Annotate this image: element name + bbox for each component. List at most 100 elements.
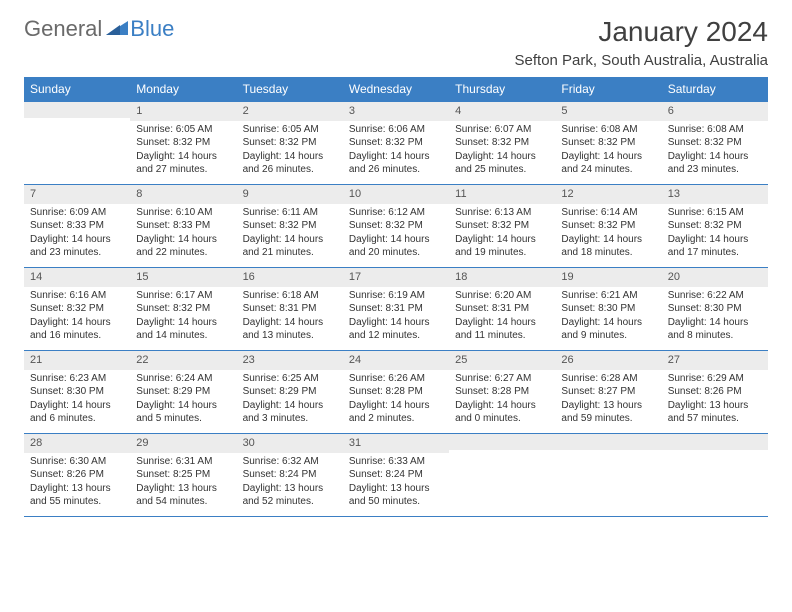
day-cell: 30Sunrise: 6:32 AMSunset: 8:24 PMDayligh…: [237, 434, 343, 516]
day-line: Sunset: 8:32 PM: [561, 136, 655, 150]
day-line: Sunset: 8:27 PM: [561, 385, 655, 399]
day-line: Sunset: 8:33 PM: [30, 219, 124, 233]
day-cell: 19Sunrise: 6:21 AMSunset: 8:30 PMDayligh…: [555, 268, 661, 350]
day-number: 30: [237, 434, 343, 453]
day-cell: [662, 434, 768, 516]
day-number: 1: [130, 102, 236, 121]
day-cell: 5Sunrise: 6:08 AMSunset: 8:32 PMDaylight…: [555, 102, 661, 184]
day-line: Daylight: 14 hours and 16 minutes.: [30, 316, 124, 343]
day-line: Daylight: 14 hours and 22 minutes.: [136, 233, 230, 260]
day-number: 17: [343, 268, 449, 287]
day-body: Sunrise: 6:13 AMSunset: 8:32 PMDaylight:…: [449, 204, 555, 266]
day-line: Sunrise: 6:27 AM: [455, 372, 549, 386]
day-body: [555, 450, 661, 458]
day-body: Sunrise: 6:08 AMSunset: 8:32 PMDaylight:…: [555, 121, 661, 183]
day-line: Sunset: 8:32 PM: [349, 136, 443, 150]
day-line: Sunset: 8:24 PM: [349, 468, 443, 482]
day-line: Sunrise: 6:10 AM: [136, 206, 230, 220]
day-line: Daylight: 14 hours and 26 minutes.: [243, 150, 337, 177]
day-line: Sunrise: 6:12 AM: [349, 206, 443, 220]
day-line: Daylight: 14 hours and 5 minutes.: [136, 399, 230, 426]
day-line: Daylight: 14 hours and 23 minutes.: [668, 150, 762, 177]
day-line: Sunrise: 6:31 AM: [136, 455, 230, 469]
day-cell: 17Sunrise: 6:19 AMSunset: 8:31 PMDayligh…: [343, 268, 449, 350]
week-row: 21Sunrise: 6:23 AMSunset: 8:30 PMDayligh…: [24, 350, 768, 433]
day-number: 2: [237, 102, 343, 121]
day-body: Sunrise: 6:05 AMSunset: 8:32 PMDaylight:…: [130, 121, 236, 183]
day-body: Sunrise: 6:12 AMSunset: 8:32 PMDaylight:…: [343, 204, 449, 266]
day-line: Sunrise: 6:28 AM: [561, 372, 655, 386]
day-line: Sunset: 8:26 PM: [668, 385, 762, 399]
day-line: Sunset: 8:30 PM: [561, 302, 655, 316]
day-line: Daylight: 13 hours and 50 minutes.: [349, 482, 443, 509]
day-body: Sunrise: 6:25 AMSunset: 8:29 PMDaylight:…: [237, 370, 343, 432]
week-row: 28Sunrise: 6:30 AMSunset: 8:26 PMDayligh…: [24, 433, 768, 517]
day-line: Daylight: 14 hours and 0 minutes.: [455, 399, 549, 426]
day-line: Daylight: 14 hours and 25 minutes.: [455, 150, 549, 177]
day-cell: 26Sunrise: 6:28 AMSunset: 8:27 PMDayligh…: [555, 351, 661, 433]
day-line: Sunset: 8:31 PM: [455, 302, 549, 316]
day-number: [449, 434, 555, 450]
day-line: Sunrise: 6:06 AM: [349, 123, 443, 137]
day-body: Sunrise: 6:21 AMSunset: 8:30 PMDaylight:…: [555, 287, 661, 349]
day-number: 9: [237, 185, 343, 204]
day-line: Sunset: 8:32 PM: [455, 136, 549, 150]
day-line: Sunset: 8:25 PM: [136, 468, 230, 482]
day-body: Sunrise: 6:05 AMSunset: 8:32 PMDaylight:…: [237, 121, 343, 183]
day-line: Sunrise: 6:05 AM: [243, 123, 337, 137]
day-number: [662, 434, 768, 450]
day-cell: 24Sunrise: 6:26 AMSunset: 8:28 PMDayligh…: [343, 351, 449, 433]
week-row: 7Sunrise: 6:09 AMSunset: 8:33 PMDaylight…: [24, 184, 768, 267]
day-cell: 22Sunrise: 6:24 AMSunset: 8:29 PMDayligh…: [130, 351, 236, 433]
day-line: Sunrise: 6:08 AM: [668, 123, 762, 137]
day-line: Daylight: 14 hours and 24 minutes.: [561, 150, 655, 177]
day-line: Sunrise: 6:23 AM: [30, 372, 124, 386]
day-body: Sunrise: 6:16 AMSunset: 8:32 PMDaylight:…: [24, 287, 130, 349]
day-body: Sunrise: 6:22 AMSunset: 8:30 PMDaylight:…: [662, 287, 768, 349]
page-title: January 2024: [515, 16, 768, 48]
day-line: Sunrise: 6:16 AM: [30, 289, 124, 303]
day-body: [24, 118, 130, 126]
day-cell: 25Sunrise: 6:27 AMSunset: 8:28 PMDayligh…: [449, 351, 555, 433]
day-line: Daylight: 14 hours and 9 minutes.: [561, 316, 655, 343]
day-body: Sunrise: 6:32 AMSunset: 8:24 PMDaylight:…: [237, 453, 343, 515]
day-number: 25: [449, 351, 555, 370]
day-body: Sunrise: 6:31 AMSunset: 8:25 PMDaylight:…: [130, 453, 236, 515]
day-body: Sunrise: 6:20 AMSunset: 8:31 PMDaylight:…: [449, 287, 555, 349]
day-number: 10: [343, 185, 449, 204]
day-number: 8: [130, 185, 236, 204]
day-number: 3: [343, 102, 449, 121]
day-number: 31: [343, 434, 449, 453]
day-body: Sunrise: 6:09 AMSunset: 8:33 PMDaylight:…: [24, 204, 130, 266]
day-body: Sunrise: 6:10 AMSunset: 8:33 PMDaylight:…: [130, 204, 236, 266]
day-line: Sunset: 8:30 PM: [30, 385, 124, 399]
day-line: Sunrise: 6:25 AM: [243, 372, 337, 386]
day-number: 21: [24, 351, 130, 370]
week-row: 1Sunrise: 6:05 AMSunset: 8:32 PMDaylight…: [24, 101, 768, 184]
day-line: Daylight: 14 hours and 20 minutes.: [349, 233, 443, 260]
calendar: Sunday Monday Tuesday Wednesday Thursday…: [24, 77, 768, 517]
weekday-header: Tuesday: [237, 77, 343, 101]
day-line: Sunset: 8:32 PM: [136, 136, 230, 150]
day-cell: 20Sunrise: 6:22 AMSunset: 8:30 PMDayligh…: [662, 268, 768, 350]
day-body: Sunrise: 6:18 AMSunset: 8:31 PMDaylight:…: [237, 287, 343, 349]
day-cell: 3Sunrise: 6:06 AMSunset: 8:32 PMDaylight…: [343, 102, 449, 184]
day-body: Sunrise: 6:23 AMSunset: 8:30 PMDaylight:…: [24, 370, 130, 432]
day-line: Daylight: 14 hours and 18 minutes.: [561, 233, 655, 260]
weekday-header-row: Sunday Monday Tuesday Wednesday Thursday…: [24, 77, 768, 101]
day-cell: 23Sunrise: 6:25 AMSunset: 8:29 PMDayligh…: [237, 351, 343, 433]
day-line: Daylight: 14 hours and 27 minutes.: [136, 150, 230, 177]
day-line: Daylight: 13 hours and 52 minutes.: [243, 482, 337, 509]
day-number: 14: [24, 268, 130, 287]
day-line: Sunset: 8:28 PM: [349, 385, 443, 399]
day-body: Sunrise: 6:08 AMSunset: 8:32 PMDaylight:…: [662, 121, 768, 183]
day-cell: 10Sunrise: 6:12 AMSunset: 8:32 PMDayligh…: [343, 185, 449, 267]
day-line: Daylight: 14 hours and 11 minutes.: [455, 316, 549, 343]
day-number: 4: [449, 102, 555, 121]
day-line: Daylight: 14 hours and 14 minutes.: [136, 316, 230, 343]
day-body: Sunrise: 6:17 AMSunset: 8:32 PMDaylight:…: [130, 287, 236, 349]
day-line: Daylight: 13 hours and 59 minutes.: [561, 399, 655, 426]
day-line: Sunrise: 6:24 AM: [136, 372, 230, 386]
day-line: Daylight: 14 hours and 19 minutes.: [455, 233, 549, 260]
day-line: Daylight: 14 hours and 3 minutes.: [243, 399, 337, 426]
